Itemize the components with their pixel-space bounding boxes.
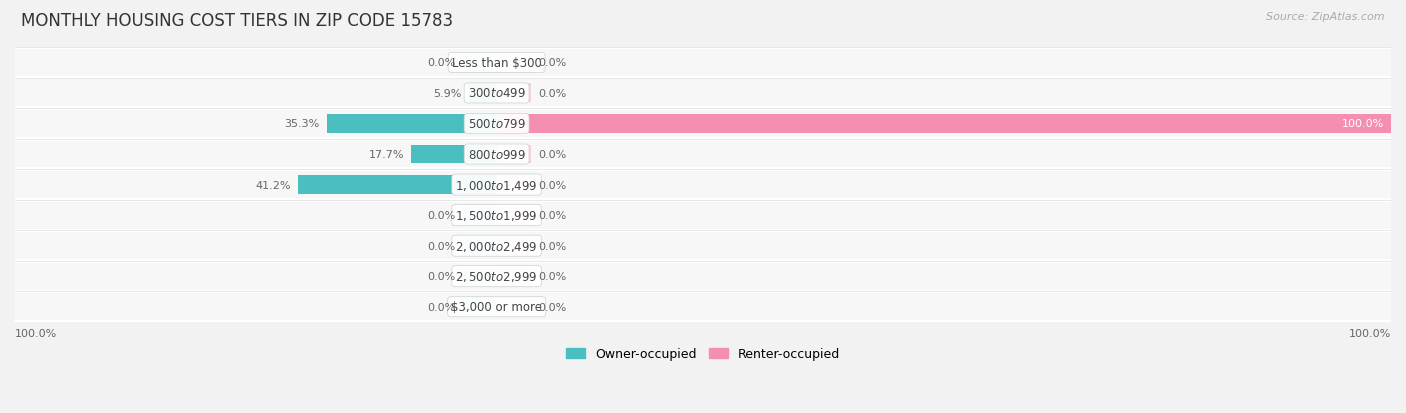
Legend: Owner-occupied, Renter-occupied: Owner-occupied, Renter-occupied bbox=[561, 342, 845, 366]
Text: 41.2%: 41.2% bbox=[256, 180, 291, 190]
Bar bbox=[326, 115, 496, 134]
Text: 0.0%: 0.0% bbox=[427, 211, 456, 221]
Bar bbox=[468, 84, 496, 103]
Text: $300 to $499: $300 to $499 bbox=[468, 87, 526, 100]
Text: 0.0%: 0.0% bbox=[538, 211, 567, 221]
Text: 100.0%: 100.0% bbox=[1341, 119, 1384, 129]
Text: 0.0%: 0.0% bbox=[538, 180, 567, 190]
Text: 0.0%: 0.0% bbox=[538, 150, 567, 160]
Text: $500 to $799: $500 to $799 bbox=[468, 118, 526, 131]
Text: 0.0%: 0.0% bbox=[538, 89, 567, 99]
Bar bbox=[15, 292, 1391, 322]
Bar bbox=[15, 200, 1391, 231]
Bar bbox=[463, 206, 496, 225]
Text: 17.7%: 17.7% bbox=[368, 150, 405, 160]
Text: Less than $300: Less than $300 bbox=[451, 57, 541, 70]
Text: $2,000 to $2,499: $2,000 to $2,499 bbox=[456, 239, 538, 253]
Bar bbox=[463, 298, 496, 316]
Text: $2,500 to $2,999: $2,500 to $2,999 bbox=[456, 270, 538, 284]
Text: $1,500 to $1,999: $1,500 to $1,999 bbox=[456, 209, 538, 223]
Bar bbox=[298, 176, 496, 195]
Text: Source: ZipAtlas.com: Source: ZipAtlas.com bbox=[1267, 12, 1385, 22]
Bar bbox=[496, 206, 531, 225]
Bar bbox=[15, 202, 1391, 229]
Bar bbox=[496, 267, 531, 286]
Bar bbox=[15, 111, 1391, 138]
Bar bbox=[15, 50, 1391, 77]
Text: $800 to $999: $800 to $999 bbox=[468, 148, 526, 161]
Text: 5.9%: 5.9% bbox=[433, 89, 461, 99]
Bar bbox=[15, 109, 1391, 140]
Bar bbox=[496, 145, 531, 164]
Bar bbox=[496, 298, 531, 316]
Bar bbox=[496, 84, 531, 103]
Text: 0.0%: 0.0% bbox=[427, 241, 456, 251]
Bar bbox=[15, 78, 1391, 109]
Bar bbox=[15, 294, 1391, 320]
Text: 0.0%: 0.0% bbox=[427, 58, 456, 68]
Bar bbox=[15, 233, 1391, 259]
Bar bbox=[463, 267, 496, 286]
Bar bbox=[412, 145, 496, 164]
Bar bbox=[15, 170, 1391, 200]
Text: 0.0%: 0.0% bbox=[427, 302, 456, 312]
Bar bbox=[15, 172, 1391, 199]
Bar bbox=[15, 231, 1391, 261]
Text: 0.0%: 0.0% bbox=[538, 58, 567, 68]
Bar bbox=[15, 141, 1391, 168]
Text: $3,000 or more: $3,000 or more bbox=[451, 301, 543, 313]
Bar bbox=[15, 80, 1391, 107]
Bar bbox=[463, 54, 496, 73]
Text: 0.0%: 0.0% bbox=[427, 272, 456, 282]
Text: 0.0%: 0.0% bbox=[538, 302, 567, 312]
Bar bbox=[15, 48, 1391, 78]
Bar bbox=[496, 115, 1391, 134]
Bar bbox=[463, 237, 496, 256]
Text: 100.0%: 100.0% bbox=[15, 328, 58, 338]
Bar bbox=[15, 261, 1391, 292]
Bar bbox=[496, 176, 531, 195]
Text: MONTHLY HOUSING COST TIERS IN ZIP CODE 15783: MONTHLY HOUSING COST TIERS IN ZIP CODE 1… bbox=[21, 12, 453, 30]
Text: 0.0%: 0.0% bbox=[538, 241, 567, 251]
Text: 35.3%: 35.3% bbox=[284, 119, 319, 129]
Bar bbox=[496, 237, 531, 256]
Text: 0.0%: 0.0% bbox=[538, 272, 567, 282]
Bar bbox=[496, 54, 531, 73]
Bar bbox=[15, 263, 1391, 290]
Bar bbox=[15, 140, 1391, 170]
Text: $1,000 to $1,499: $1,000 to $1,499 bbox=[456, 178, 538, 192]
Text: 100.0%: 100.0% bbox=[1348, 328, 1391, 338]
